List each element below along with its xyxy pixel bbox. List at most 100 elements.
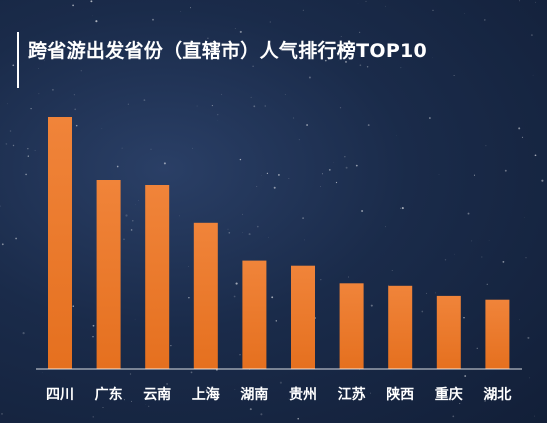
star-dot: [95, 20, 98, 23]
star-dot: [235, 282, 238, 285]
star-dot: [239, 30, 242, 33]
star-dot: [484, 19, 486, 21]
star-dot: [253, 105, 256, 108]
star-dot: [426, 292, 428, 294]
star-dot: [72, 4, 74, 7]
star-dot: [92, 335, 94, 338]
star-dot: [534, 415, 535, 417]
star-dot: [521, 136, 524, 138]
x-tick-label: 江苏: [338, 386, 366, 403]
star-dot: [0, 205, 1, 207]
star-dot: [530, 34, 533, 37]
x-tick-label: 上海: [192, 386, 220, 403]
star-dot: [351, 397, 353, 398]
star-dot: [519, 319, 520, 321]
star-dot: [72, 305, 75, 307]
star-dot: [529, 377, 531, 379]
star-dot: [432, 9, 434, 12]
star-dot: [74, 108, 77, 111]
star-dot: [344, 60, 348, 63]
star-dot: [38, 93, 40, 95]
bar-广东: [96, 180, 121, 369]
bar-云南: [145, 185, 170, 369]
star-dot: [504, 169, 507, 172]
bars-group: [48, 117, 510, 369]
star-dot: [476, 347, 478, 349]
bar-四川: [48, 117, 72, 369]
x-tick-label: 重庆: [435, 386, 463, 403]
star-dot: [288, 177, 290, 179]
star-dot: [288, 398, 290, 400]
star-dot: [22, 332, 25, 335]
star-dot: [227, 228, 229, 230]
star-dot: [143, 99, 146, 101]
star-dot: [205, 389, 208, 392]
star-dot: [249, 408, 252, 411]
star-dot: [365, 0, 367, 2]
star-dot: [41, 372, 43, 373]
star-dot: [38, 68, 39, 69]
star-dot: [248, 233, 251, 236]
star-dot: [388, 284, 389, 286]
star-dot: [12, 144, 15, 147]
bar-湖北: [485, 299, 510, 369]
star-dot: [123, 238, 125, 240]
star-dot: [228, 47, 230, 50]
star-dot: [90, 0, 93, 3]
star-dot: [453, 74, 455, 77]
x-tick-labels: 四川 广东 云南 上海 湖南 贵州 江苏 陕西 重庆 湖北: [46, 386, 511, 403]
star-dot: [429, 117, 431, 119]
star-dot: [485, 145, 487, 147]
star-dot: [340, 35, 342, 38]
star-dot: [130, 229, 133, 231]
title-accent-bar: [17, 32, 19, 88]
star-dot: [250, 391, 253, 394]
star-dot: [339, 107, 342, 109]
star-dot: [233, 295, 236, 298]
star-dot: [1, 413, 3, 415]
star-dot: [25, 173, 27, 176]
star-dot: [192, 147, 193, 149]
star-dot: [134, 318, 136, 320]
x-tick-label: 云南: [143, 386, 171, 403]
star-dot: [335, 181, 338, 184]
star-dot: [44, 60, 46, 62]
star-dot: [250, 96, 252, 98]
bar-重庆: [436, 295, 461, 369]
star-dot: [463, 316, 465, 319]
star-dot: [481, 256, 483, 258]
star-dot: [51, 88, 54, 91]
star-dot: [220, 93, 223, 95]
star-dot: [30, 107, 32, 110]
star-dot: [534, 154, 537, 157]
star-dot: [166, 383, 168, 385]
star-dot: [5, 143, 8, 145]
star-dot: [256, 185, 258, 188]
star-dot: [401, 207, 404, 210]
star-dot: [400, 207, 402, 209]
star-dot: [366, 66, 369, 68]
star-dot: [159, 51, 161, 53]
star-dot: [92, 15, 93, 17]
star-dot: [15, 237, 17, 240]
chart-title: 跨省游出发省份（直辖市）人气排行榜TOP10: [28, 40, 428, 62]
star-dot: [452, 415, 455, 418]
star-dot: [535, 1, 536, 3]
star-dot: [216, 113, 219, 116]
star-dot: [179, 215, 180, 217]
star-dot: [527, 336, 530, 339]
star-dot: [239, 158, 242, 161]
star-dot: [344, 156, 346, 158]
star-dot: [228, 232, 231, 234]
star-dot: [150, 148, 152, 150]
x-tick-label: 湖北: [483, 387, 511, 403]
star-dot: [80, 70, 82, 72]
star-dot: [125, 214, 128, 217]
star-dot: [345, 166, 348, 169]
star-dot: [355, 164, 358, 167]
star-dot: [190, 371, 193, 374]
star-dot: [207, 37, 209, 39]
star-dot: [358, 31, 361, 34]
star-dot: [92, 324, 95, 327]
star-dot: [102, 407, 104, 408]
